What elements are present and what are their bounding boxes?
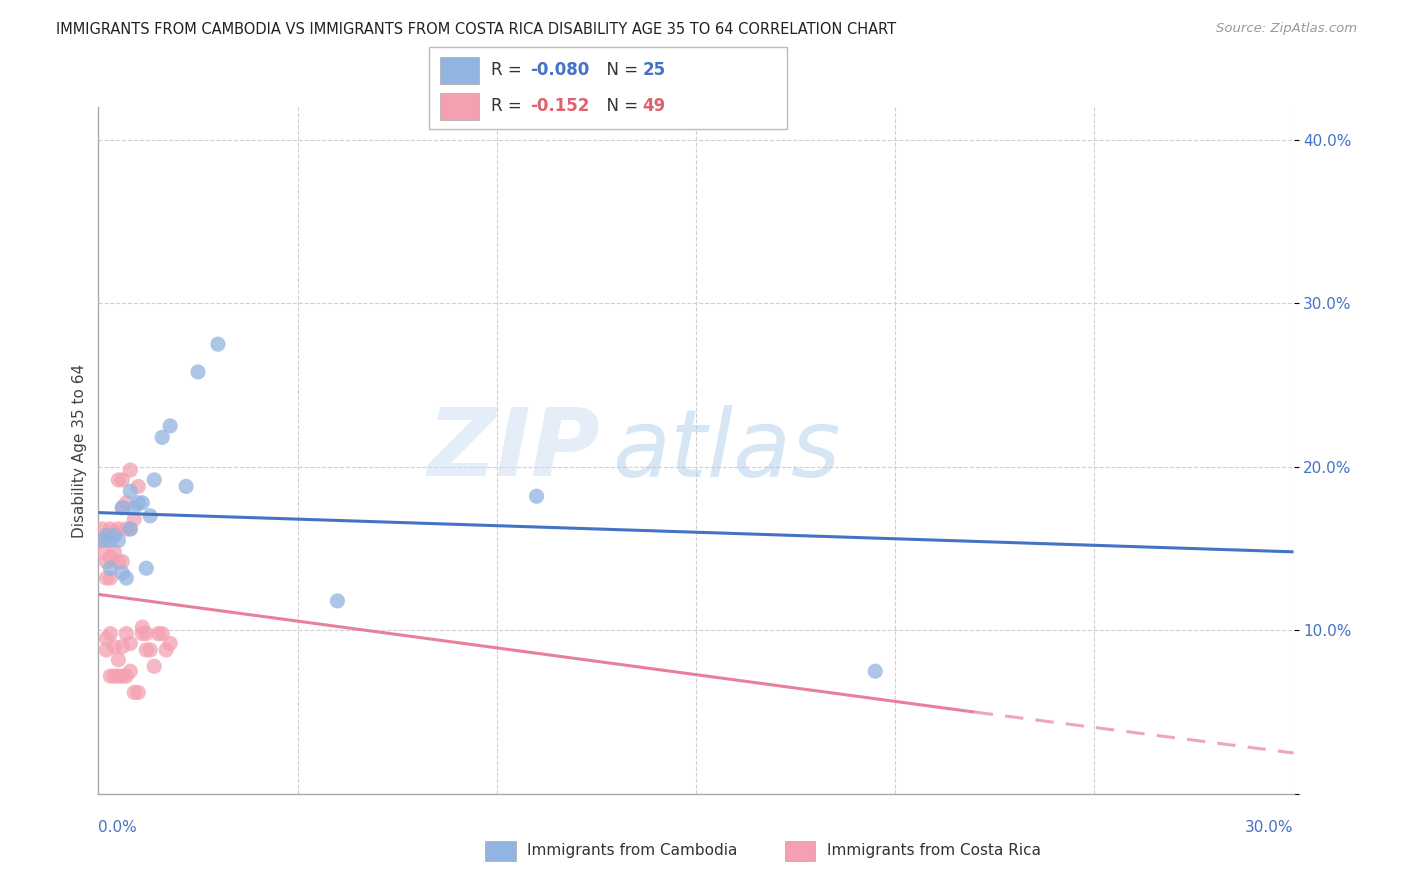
Point bbox=[124, 512, 146, 526]
Point bbox=[135, 626, 157, 640]
Point bbox=[131, 626, 153, 640]
Text: -0.080: -0.080 bbox=[530, 62, 589, 79]
Point bbox=[150, 626, 173, 640]
Point bbox=[103, 528, 125, 542]
Point bbox=[98, 522, 122, 536]
Point bbox=[120, 463, 142, 477]
Point bbox=[98, 549, 122, 564]
Point bbox=[127, 685, 149, 699]
Text: 0.0%: 0.0% bbox=[98, 820, 138, 835]
Point bbox=[120, 484, 142, 499]
Point bbox=[115, 496, 138, 510]
Text: Immigrants from Costa Rica: Immigrants from Costa Rica bbox=[827, 844, 1040, 858]
Text: IMMIGRANTS FROM CAMBODIA VS IMMIGRANTS FROM COSTA RICA DISABILITY AGE 35 TO 64 C: IMMIGRANTS FROM CAMBODIA VS IMMIGRANTS F… bbox=[56, 22, 897, 37]
Text: -0.152: -0.152 bbox=[530, 97, 589, 115]
Point bbox=[159, 636, 181, 650]
Point bbox=[107, 653, 129, 667]
Point bbox=[115, 669, 138, 683]
Point bbox=[148, 626, 170, 640]
Point bbox=[139, 643, 162, 657]
Point bbox=[111, 555, 134, 569]
Point bbox=[91, 533, 114, 548]
Point bbox=[103, 545, 125, 559]
Text: R =: R = bbox=[491, 97, 527, 115]
Point bbox=[155, 643, 177, 657]
Point bbox=[98, 626, 122, 640]
Point bbox=[107, 522, 129, 536]
Text: R =: R = bbox=[491, 62, 527, 79]
Text: Source: ZipAtlas.com: Source: ZipAtlas.com bbox=[1216, 22, 1357, 36]
Point bbox=[115, 522, 138, 536]
Point bbox=[111, 669, 134, 683]
Text: N =: N = bbox=[596, 97, 644, 115]
Point bbox=[96, 632, 118, 646]
Point bbox=[159, 418, 181, 433]
Point bbox=[120, 636, 142, 650]
Point bbox=[143, 473, 166, 487]
Point bbox=[98, 561, 122, 575]
Point bbox=[115, 571, 138, 585]
Point bbox=[103, 640, 125, 654]
Point bbox=[526, 489, 548, 503]
Text: ZIP: ZIP bbox=[427, 404, 600, 497]
Point bbox=[103, 525, 125, 540]
Point bbox=[120, 664, 142, 678]
Point bbox=[111, 640, 134, 654]
Point bbox=[98, 533, 122, 548]
Text: 49: 49 bbox=[643, 97, 666, 115]
Point bbox=[120, 522, 142, 536]
Point bbox=[96, 643, 118, 657]
Point bbox=[124, 685, 146, 699]
Point bbox=[131, 496, 153, 510]
Point bbox=[120, 522, 142, 536]
Point bbox=[96, 555, 118, 569]
Point bbox=[111, 566, 134, 580]
Y-axis label: Disability Age 35 to 64: Disability Age 35 to 64 bbox=[72, 363, 87, 538]
Point bbox=[135, 561, 157, 575]
Text: 25: 25 bbox=[643, 62, 665, 79]
Point bbox=[96, 528, 118, 542]
Point bbox=[96, 533, 118, 548]
Point bbox=[124, 500, 146, 515]
Point bbox=[135, 643, 157, 657]
Point bbox=[98, 669, 122, 683]
Text: N =: N = bbox=[596, 62, 644, 79]
Point bbox=[127, 479, 149, 493]
Point bbox=[131, 620, 153, 634]
Point bbox=[107, 669, 129, 683]
Point bbox=[111, 500, 134, 515]
Point bbox=[207, 337, 229, 351]
Text: Immigrants from Cambodia: Immigrants from Cambodia bbox=[527, 844, 738, 858]
Point bbox=[139, 508, 162, 523]
Point bbox=[143, 659, 166, 673]
Point bbox=[111, 500, 134, 515]
Point bbox=[107, 555, 129, 569]
Point bbox=[111, 473, 134, 487]
Point bbox=[98, 571, 122, 585]
Point bbox=[103, 669, 125, 683]
Point bbox=[127, 496, 149, 510]
Point bbox=[107, 533, 129, 548]
Point bbox=[187, 365, 209, 379]
Point bbox=[107, 473, 129, 487]
Point bbox=[91, 545, 114, 559]
Text: atlas: atlas bbox=[612, 405, 841, 496]
Point bbox=[326, 594, 349, 608]
Point bbox=[91, 533, 114, 548]
Point bbox=[174, 479, 197, 493]
Point bbox=[96, 571, 118, 585]
Point bbox=[115, 626, 138, 640]
Point bbox=[91, 522, 114, 536]
Point bbox=[863, 664, 886, 678]
Point bbox=[150, 430, 173, 444]
Text: 30.0%: 30.0% bbox=[1246, 820, 1294, 835]
